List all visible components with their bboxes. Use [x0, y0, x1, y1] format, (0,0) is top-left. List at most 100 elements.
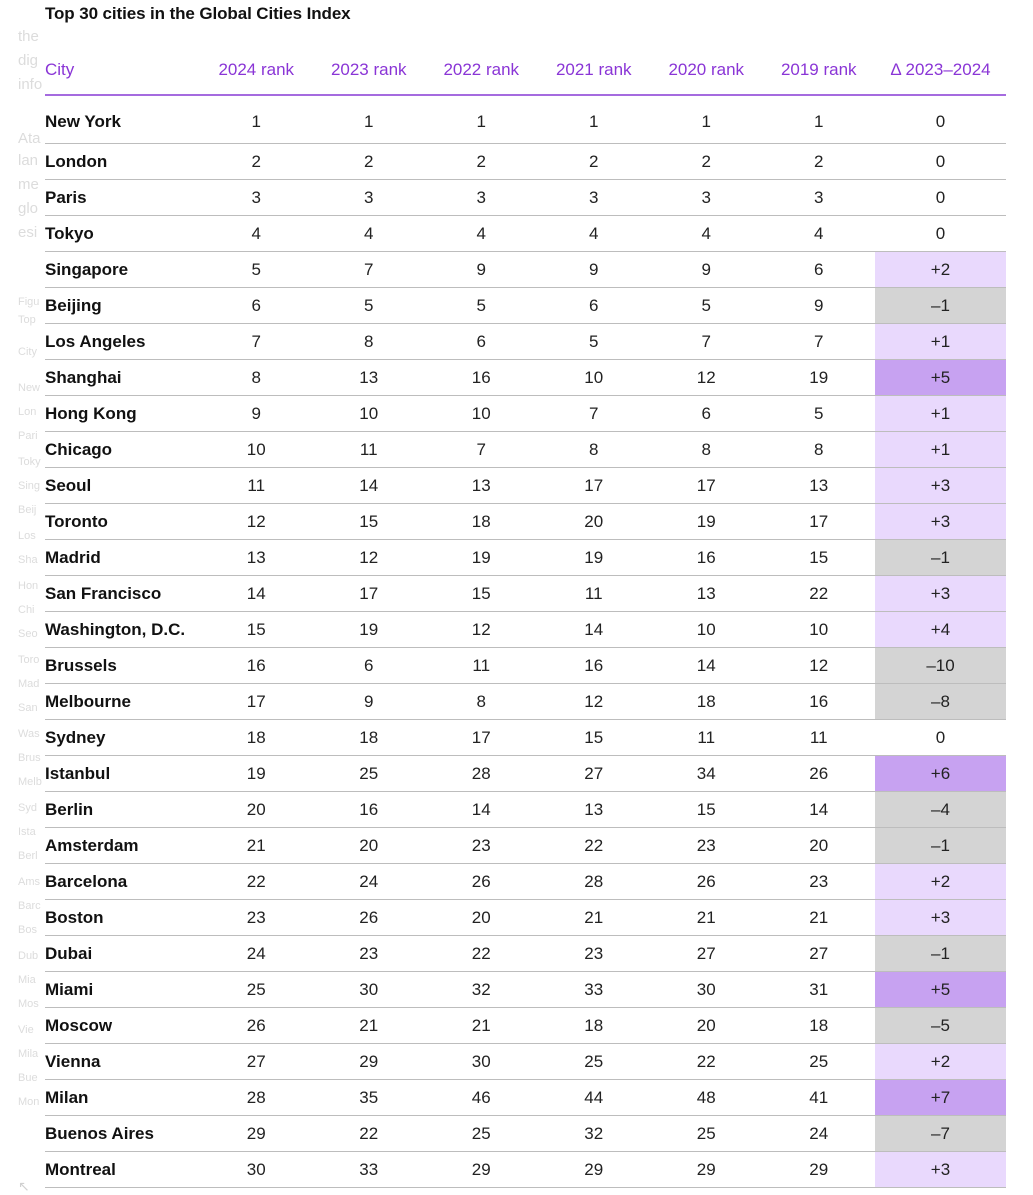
rank-cell: 7 [425, 431, 538, 468]
rank-cell: 5 [650, 287, 763, 324]
rank-cell: 4 [200, 215, 313, 252]
rank-cell: 32 [425, 971, 538, 1008]
rank-cell: 1 [312, 95, 425, 144]
table-row: Washington, D.C. 15 19 12 14 10 10 +4 [45, 611, 1006, 648]
rank-cell: 12 [650, 359, 763, 396]
rank-cell: 29 [762, 1151, 875, 1188]
header-2023-rank: 2023 rank [312, 48, 425, 96]
rank-cell: 23 [650, 827, 763, 864]
rank-cell: 16 [312, 791, 425, 828]
rank-cell: 33 [312, 1151, 425, 1188]
rank-cell: 26 [650, 863, 763, 900]
rank-cell: 2 [537, 143, 650, 180]
rank-cell: 14 [425, 791, 538, 828]
rank-cell: 15 [312, 503, 425, 540]
rank-cell: 27 [650, 935, 763, 972]
rank-cell: 14 [650, 647, 763, 684]
table-row: Beijing 6 5 5 6 5 9 –1 [45, 287, 1006, 324]
rank-cell: 10 [200, 431, 313, 468]
rank-cell: 7 [312, 251, 425, 288]
rank-cell: 6 [537, 287, 650, 324]
rank-cell: 20 [537, 503, 650, 540]
rank-cell: 10 [762, 611, 875, 648]
rank-cell: 34 [650, 755, 763, 792]
rank-cell: 9 [537, 251, 650, 288]
rank-cell: 27 [200, 1043, 313, 1080]
city-name-cell: Vienna [45, 1043, 200, 1080]
city-name-cell: Dubai [45, 935, 200, 972]
rank-cell: 6 [425, 323, 538, 360]
rank-cell: 16 [425, 359, 538, 396]
table-row: Hong Kong 9 10 10 7 6 5 +1 [45, 395, 1006, 432]
rank-cell: 3 [200, 179, 313, 216]
city-name-cell: Amsterdam [45, 827, 200, 864]
city-name-cell: Sydney [45, 719, 200, 756]
city-name-cell: Paris [45, 179, 200, 216]
header-delta: Δ 2023–2024 [875, 48, 1006, 96]
rank-cell: 8 [200, 359, 313, 396]
header-2021-rank: 2021 rank [537, 48, 650, 96]
table-row: Seoul 11 14 13 17 17 13 +3 [45, 467, 1006, 504]
rank-change-cell: 0 [875, 719, 1006, 756]
rank-cell: 14 [762, 791, 875, 828]
table-row: Miami 25 30 32 33 30 31 +5 [45, 971, 1006, 1008]
rank-cell: 25 [762, 1043, 875, 1080]
rank-cell: 32 [537, 1115, 650, 1152]
rank-cell: 26 [200, 1007, 313, 1044]
header-2022-rank: 2022 rank [425, 48, 538, 96]
rank-cell: 19 [537, 539, 650, 576]
rank-cell: 9 [762, 287, 875, 324]
rank-cell: 11 [537, 575, 650, 612]
rank-cell: 23 [200, 899, 313, 936]
rank-cell: 29 [650, 1151, 763, 1188]
rank-cell: 12 [537, 683, 650, 720]
rank-cell: 4 [537, 215, 650, 252]
rank-cell: 5 [762, 395, 875, 432]
rank-cell: 20 [200, 791, 313, 828]
rank-change-cell: –4 [875, 791, 1006, 828]
rank-cell: 7 [537, 395, 650, 432]
rank-cell: 24 [762, 1115, 875, 1152]
table-row: Chicago 10 11 7 8 8 8 +1 [45, 431, 1006, 468]
table-row: Amsterdam 21 20 23 22 23 20 –1 [45, 827, 1006, 864]
city-name-cell: Boston [45, 899, 200, 936]
table-row: Milan 28 35 46 44 48 41 +7 [45, 1079, 1006, 1116]
city-name-cell: London [45, 143, 200, 180]
rank-cell: 7 [200, 323, 313, 360]
city-name-cell: Moscow [45, 1007, 200, 1044]
rank-cell: 30 [650, 971, 763, 1008]
rank-cell: 3 [762, 179, 875, 216]
rank-cell: 13 [762, 467, 875, 504]
rank-cell: 9 [312, 683, 425, 720]
city-name-cell: New York [45, 95, 200, 144]
rank-change-cell: +2 [875, 863, 1006, 900]
table-row: Vienna 27 29 30 25 22 25 +2 [45, 1043, 1006, 1080]
rank-cell: 10 [537, 359, 650, 396]
rank-cell: 4 [312, 215, 425, 252]
rank-cell: 4 [650, 215, 763, 252]
rank-cell: 20 [425, 899, 538, 936]
city-name-cell: Shanghai [45, 359, 200, 396]
rank-cell: 1 [425, 95, 538, 144]
rank-cell: 1 [537, 95, 650, 144]
rank-change-cell: +3 [875, 575, 1006, 612]
rank-cell: 4 [762, 215, 875, 252]
rank-cell: 25 [312, 755, 425, 792]
rank-cell: 10 [650, 611, 763, 648]
rank-cell: 14 [312, 467, 425, 504]
rank-cell: 46 [425, 1079, 538, 1116]
rank-cell: 22 [762, 575, 875, 612]
rank-cell: 21 [200, 827, 313, 864]
table-row: Toronto 12 15 18 20 19 17 +3 [45, 503, 1006, 540]
rank-cell: 8 [312, 323, 425, 360]
rank-cell: 2 [425, 143, 538, 180]
rank-cell: 13 [200, 539, 313, 576]
city-name-cell: Chicago [45, 431, 200, 468]
rank-cell: 3 [537, 179, 650, 216]
rank-change-cell: +1 [875, 323, 1006, 360]
city-name-cell: Madrid [45, 539, 200, 576]
city-name-cell: Singapore [45, 251, 200, 288]
rank-cell: 17 [650, 467, 763, 504]
table-row: Tokyo 4 4 4 4 4 4 0 [45, 215, 1006, 252]
rank-change-cell: +2 [875, 1043, 1006, 1080]
